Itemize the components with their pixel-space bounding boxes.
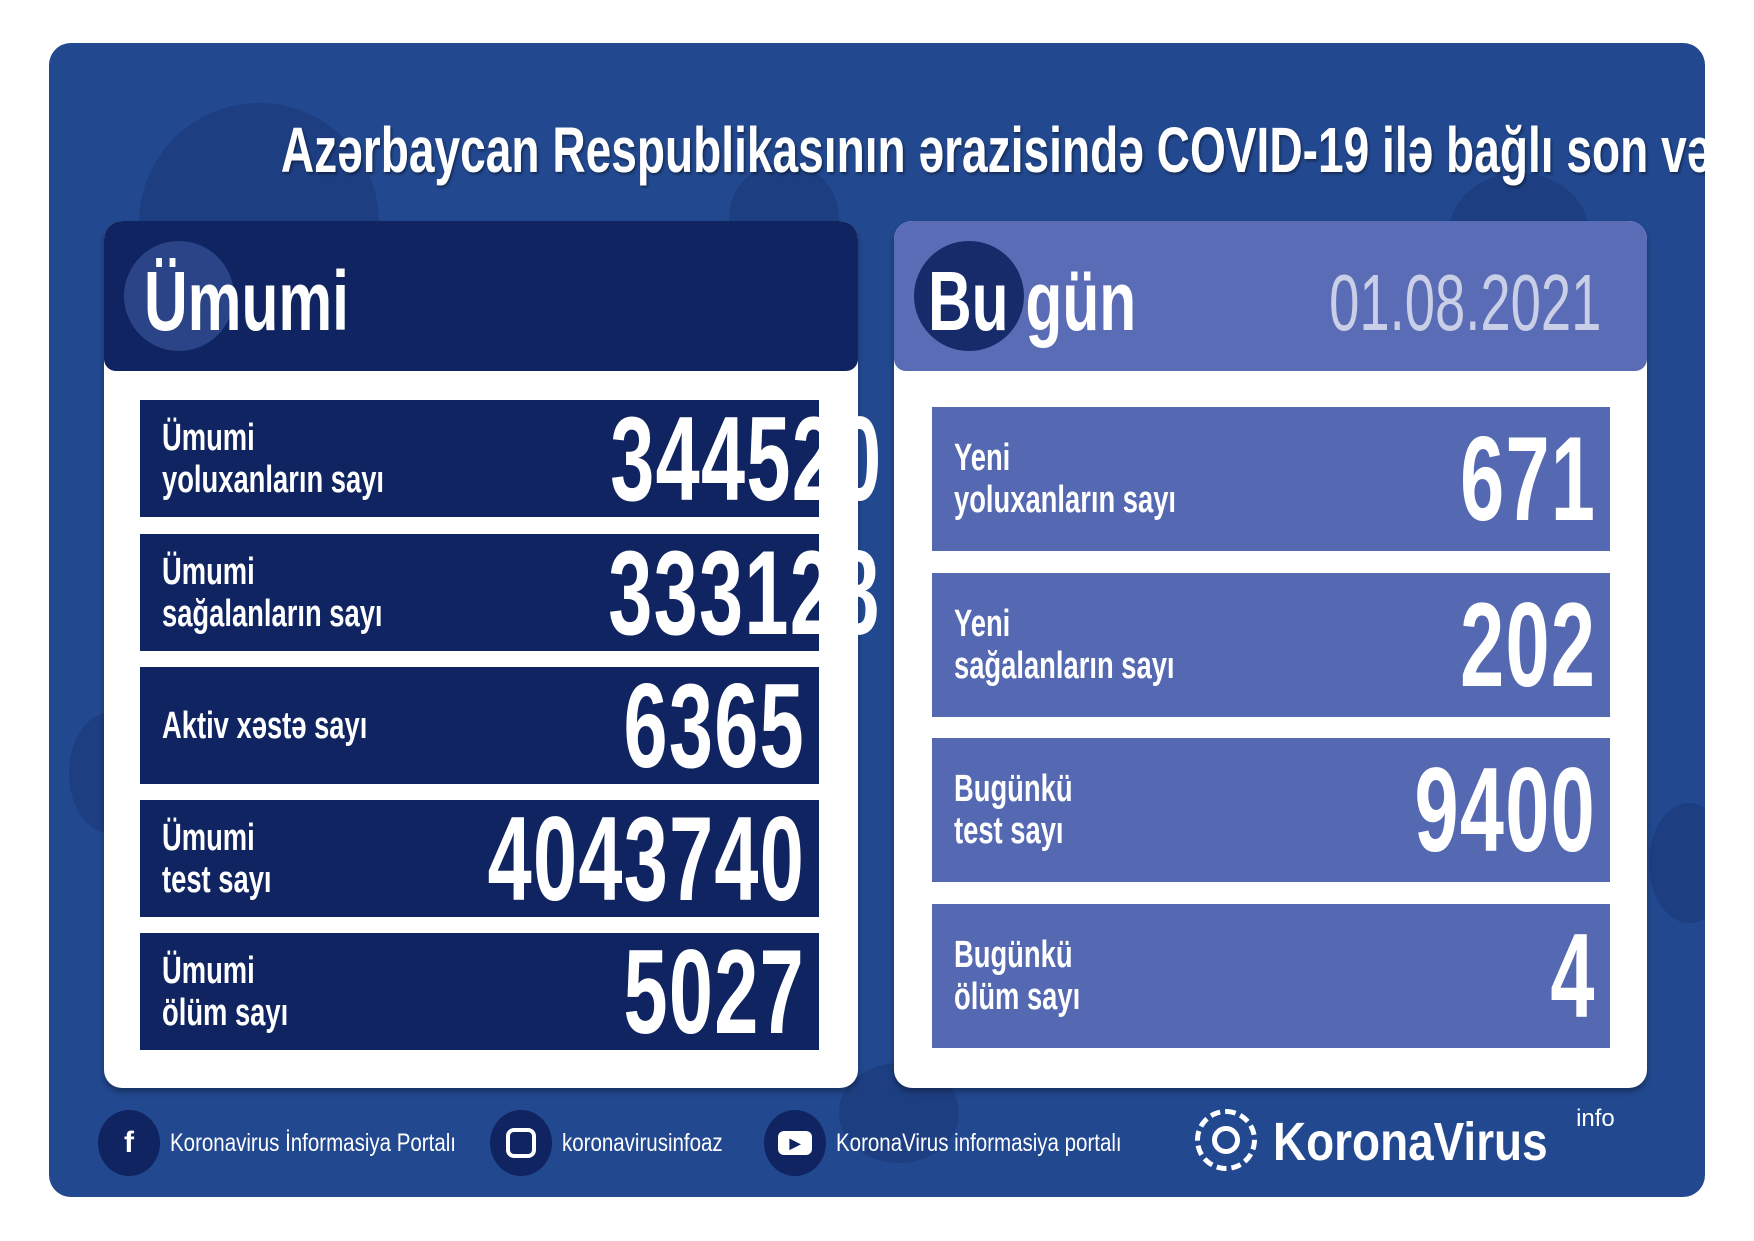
stat-label: Yeni [954,603,1011,645]
youtube-icon: ▶ [764,1110,826,1176]
stat-label: yoluxanların sayı [162,458,385,501]
youtube-link[interactable]: ▶ KoronaVirus informasiya portalı [764,1110,1184,1176]
stat-row-active: Aktiv xəstə sayı 6365 [140,659,819,793]
instagram-link[interactable]: koronavirusinfoaz [490,1110,758,1176]
stat-label: Ümumi [162,416,255,459]
sun-virus-icon [1195,1109,1257,1171]
date-label: 01.08.2021 [1328,258,1601,347]
stat-row-total-recovered: Ümumi sağalanların sayı 333128 [140,526,879,660]
virus-icon [124,241,234,351]
stat-value: 6365 [623,658,805,793]
stat-value: 9400 [1414,743,1596,877]
stat-label: Yeni [954,437,1011,479]
stat-row-new-infected: Yeni yoluxanların sayı 671 [932,407,1610,551]
stat-label: sağalanların sayı [954,645,1175,687]
stat-label: ölüm sayı [954,976,1081,1018]
stat-value: 344520 [610,391,883,526]
logo-superscript: info [1576,1105,1615,1132]
stat-label: test sayı [162,858,272,901]
stat-label: sağalanların sayı [162,592,383,635]
total-title: Ümumi [144,254,349,348]
instagram-label: koronavirusinfoaz [562,1128,723,1157]
stat-label: yoluxanların sayı [954,479,1177,521]
stat-row-total-infected: Ümumi yoluxanların sayı 344520 [140,392,881,526]
virus-decoration-icon [1649,803,1705,923]
stat-row-total-tests: Ümumi test sayı 4043740 [140,792,819,926]
stat-value: 4 [1550,909,1596,1043]
stat-label: Bugünkü [954,768,1073,810]
stat-label: Ümumi [162,949,255,992]
stat-value: 333128 [608,525,881,660]
today-card: Bu gün 01.08.2021 Yeni yoluxanların sayı 6… [894,221,1647,1088]
stat-label: Ümumi [162,550,255,593]
facebook-link[interactable]: f Koronavirus İnformasiya Portalı [98,1110,519,1176]
youtube-label: KoronaVirus informasiya portalı [836,1128,1122,1157]
stat-label: Bugünkü [954,934,1073,976]
stat-value: 202 [1459,578,1596,712]
stat-label: Aktiv xəstə sayı [162,704,368,747]
stat-value: 5027 [623,924,805,1059]
virus-icon [914,241,1024,351]
page-title: Azərbaycan Respublikasının ərazisində CO… [280,114,1705,186]
stat-row-new-recovered: Yeni sağalanların sayı 202 [932,573,1610,717]
today-title: Bu gün [928,254,1137,348]
stat-row-today-tests: Bugünkü test sayı 9400 [932,738,1610,882]
facebook-label: Koronavirus İnformasiya Portalı [170,1128,456,1157]
stat-label: Ümumi [162,816,255,859]
stat-value: 671 [1459,412,1596,546]
stat-label: test sayı [954,810,1064,852]
stat-row-today-deaths: Bugünkü ölüm sayı 4 [932,904,1610,1048]
instagram-icon [490,1110,552,1176]
today-header: Bu gün 01.08.2021 [894,221,1647,371]
total-header: Ümumi [104,221,858,371]
facebook-icon: f [98,1110,160,1176]
koronavirus-logo: KoronaVirus info [1195,1105,1615,1173]
stat-label: ölüm sayı [162,991,289,1034]
total-card: Ümumi Ümumi yoluxanların sayı 344520 Ümumi… [104,221,881,1088]
stat-row-total-deaths: Ümumi ölüm sayı 5027 [140,925,819,1059]
logo-text: KoronaVirus [1273,1112,1548,1172]
stat-value: 4043740 [487,791,805,926]
